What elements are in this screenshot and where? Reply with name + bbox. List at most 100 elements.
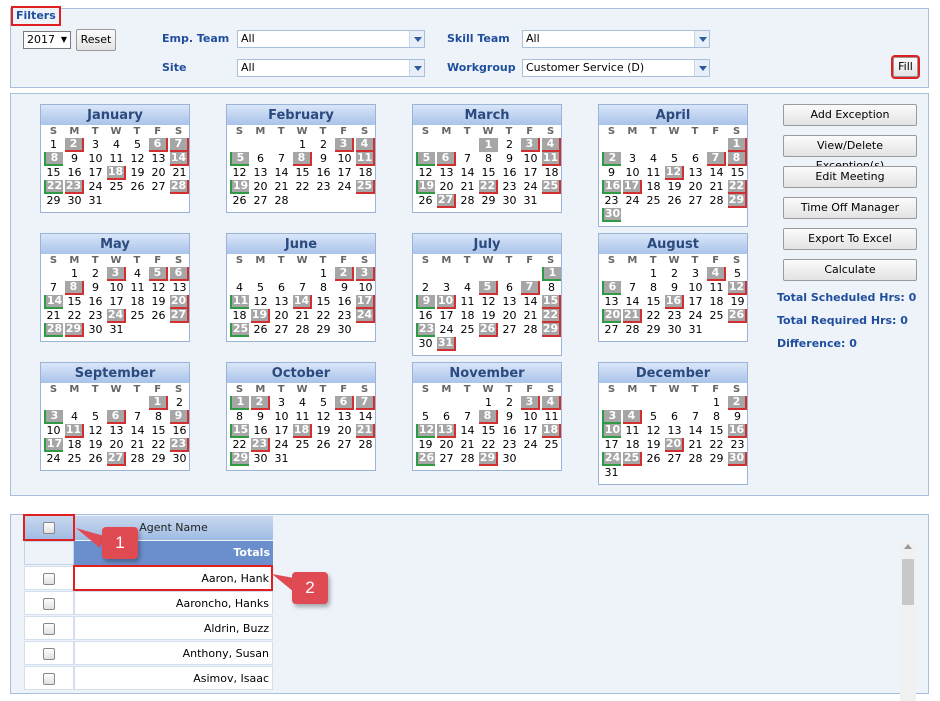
calendar-day[interactable]: 8 [155, 410, 162, 423]
calendar-day[interactable]: 10 [109, 281, 124, 294]
calendar-day[interactable]: 25 [109, 180, 124, 193]
calendar-day[interactable]: 31 [274, 452, 289, 465]
calendar-day[interactable]: 23 [316, 180, 331, 193]
calendar-day[interactable]: 22 [44, 180, 63, 194]
calendar-day[interactable]: 14 [130, 424, 145, 437]
calendar-day[interactable]: 29 [479, 452, 498, 466]
calendar-day[interactable]: 12 [232, 166, 247, 179]
calendar-day[interactable]: 4 [623, 410, 642, 424]
calendar-day[interactable]: 30 [418, 337, 433, 350]
export-to-excel-button[interactable]: Export To Excel [783, 228, 917, 250]
calendar-day[interactable]: 26 [418, 194, 433, 207]
calendar-day[interactable]: 22 [709, 438, 724, 451]
calendar-day[interactable]: 4 [542, 138, 561, 152]
calendar-day[interactable]: 19 [646, 438, 661, 451]
calendar-day[interactable]: 18 [67, 438, 82, 451]
agent-name-cell[interactable]: Anthony, Susan [74, 641, 273, 665]
calendar-day[interactable]: 12 [728, 281, 747, 295]
calendar-day[interactable]: 5 [671, 152, 678, 165]
calendar-day[interactable]: 5 [257, 281, 264, 294]
calendar-day[interactable]: 27 [337, 438, 352, 451]
calendar-day[interactable]: 26 [88, 452, 103, 465]
calendar-day[interactable]: 25 [460, 323, 475, 336]
calendar-day[interactable]: 7 [464, 410, 471, 423]
calendar-day[interactable]: 6 [278, 281, 285, 294]
calendar-day[interactable]: 27 [439, 452, 454, 465]
calendar-day[interactable]: 28 [130, 452, 145, 465]
calendar-day[interactable]: 12 [416, 424, 435, 438]
calendar-day[interactable]: 6 [149, 138, 168, 152]
calendar-day[interactable]: 30 [67, 194, 82, 207]
scroll-thumb[interactable] [902, 559, 914, 605]
calendar-day[interactable]: 1 [485, 396, 492, 409]
calendar-day[interactable]: 6 [692, 152, 699, 165]
calendar-day[interactable]: 10 [337, 152, 352, 165]
time-off-manager-button[interactable]: Time Off Manager [783, 197, 917, 219]
calendar-day[interactable]: 8 [485, 152, 492, 165]
calendar-day[interactable]: 20 [602, 309, 621, 323]
calendar-day[interactable]: 20 [151, 166, 166, 179]
calendar-day[interactable]: 29 [151, 452, 166, 465]
calendar-day[interactable]: 5 [134, 138, 141, 151]
calendar-day[interactable]: 14 [358, 410, 373, 423]
calendar-day[interactable]: 29 [542, 323, 561, 337]
calendar-day[interactable]: 27 [688, 194, 703, 207]
calendar-day[interactable]: 15 [46, 166, 61, 179]
calendar-day[interactable]: 31 [688, 323, 703, 336]
calendar-day[interactable]: 15 [230, 424, 249, 438]
calendar-day[interactable]: 4 [113, 138, 120, 151]
calendar-day[interactable]: 3 [692, 267, 699, 280]
calendar-day[interactable]: 18 [107, 166, 126, 180]
calendar-day[interactable]: 14 [523, 295, 538, 308]
calendar-day[interactable]: 31 [604, 466, 619, 479]
calendar-day[interactable]: 7 [707, 152, 726, 166]
calendar-day[interactable]: 3 [602, 410, 621, 424]
calendar-day[interactable]: 11 [65, 424, 84, 438]
fill-button[interactable]: Fill [891, 55, 920, 79]
calendar-day[interactable]: 17 [88, 166, 103, 179]
calendar-day[interactable]: 24 [523, 438, 538, 451]
calendar-day[interactable]: 13 [502, 295, 517, 308]
reset-button[interactable]: Reset [76, 29, 116, 51]
calendar-day[interactable]: 3 [44, 410, 63, 424]
calendar-day[interactable]: 23 [88, 309, 103, 322]
agent-name-header[interactable]: Agent Name [139, 521, 208, 534]
calendar-day[interactable]: 19 [418, 438, 433, 451]
calendar-day[interactable]: 8 [728, 152, 747, 166]
calendar-day[interactable]: 25 [295, 438, 310, 451]
calendar-day[interactable]: 17 [688, 295, 703, 308]
calendar-day[interactable]: 18 [646, 180, 661, 193]
calendar-day[interactable]: 29 [481, 194, 496, 207]
calendar-day[interactable]: 7 [299, 281, 306, 294]
calendar-day[interactable]: 23 [251, 438, 270, 452]
calendar-day[interactable]: 10 [625, 166, 640, 179]
calendar-day[interactable]: 20 [502, 309, 517, 322]
calendar-day[interactable]: 2 [728, 396, 747, 410]
calendar-day[interactable]: 24 [602, 452, 621, 466]
calendar-day[interactable]: 24 [688, 309, 703, 322]
emp-team-combo[interactable]: All [237, 30, 425, 48]
calendar-day[interactable]: 17 [604, 438, 619, 451]
calendar-day[interactable]: 18 [460, 309, 475, 322]
calendar-day[interactable]: 4 [650, 152, 657, 165]
calendar-day[interactable]: 25 [230, 323, 249, 337]
calendar-day[interactable]: 6 [506, 281, 513, 294]
calendar-day[interactable]: 18 [358, 166, 373, 179]
calendar-day[interactable]: 14 [44, 295, 63, 309]
calendar-day[interactable]: 25 [67, 452, 82, 465]
calendar-day[interactable]: 23 [337, 309, 352, 322]
calendar-day[interactable]: 3 [521, 396, 540, 410]
calendar-day[interactable]: 10 [602, 424, 621, 438]
calendar-day[interactable]: 11 [230, 295, 249, 309]
calendar-day[interactable]: 31 [88, 194, 103, 207]
calendar-day[interactable]: 27 [274, 323, 289, 336]
calendar-day[interactable]: 13 [274, 295, 289, 308]
calendar-day[interactable]: 19 [230, 180, 249, 194]
calendar-day[interactable]: 27 [170, 309, 189, 323]
calendar-day[interactable]: 12 [130, 152, 145, 165]
calendar-day[interactable]: 19 [316, 424, 331, 437]
calendar-day[interactable]: 4 [134, 267, 141, 280]
calendar-day[interactable]: 10 [46, 424, 61, 437]
calendar-day[interactable]: 17 [337, 166, 352, 179]
agent-name-cell[interactable]: Aldrin, Buzz [74, 616, 273, 640]
